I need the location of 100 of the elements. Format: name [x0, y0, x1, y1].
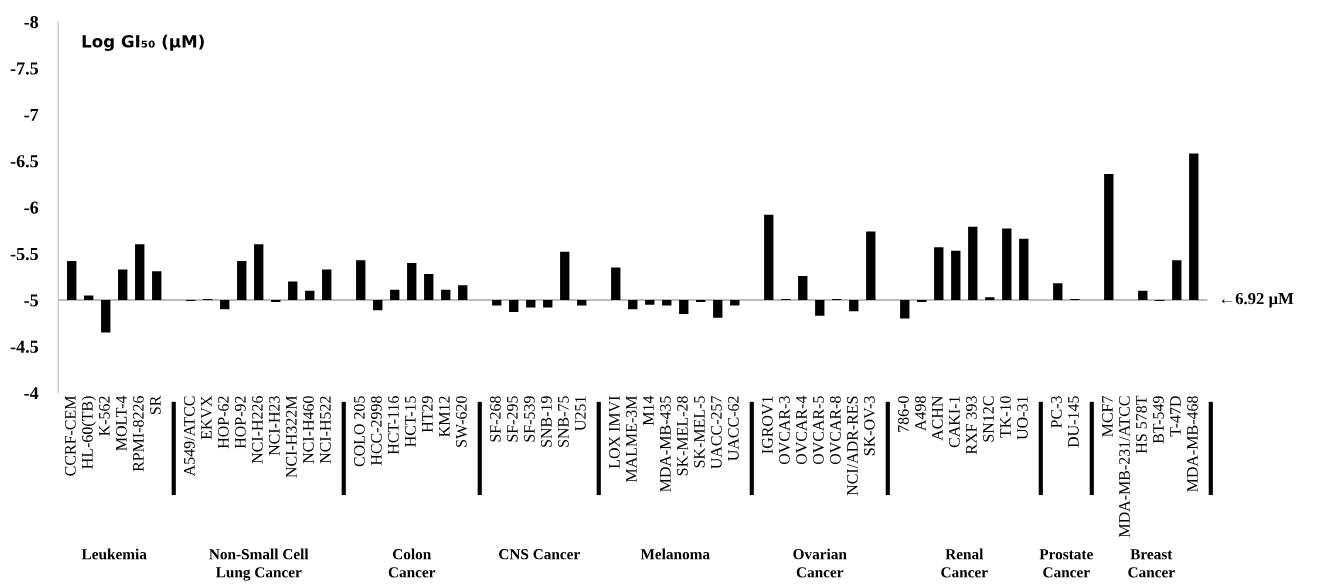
- x-tick-label: UO-31: [1017, 396, 1028, 440]
- bar: [764, 214, 774, 301]
- x-tick-label: RPMI-8226: [132, 396, 144, 472]
- bar: [1172, 260, 1182, 301]
- x-tick-label: HCT-15: [405, 396, 416, 447]
- bar: [730, 300, 740, 306]
- x-tick-label: SNB-19: [541, 396, 552, 447]
- bar: [424, 274, 434, 301]
- x-tick-label: MCF7: [1102, 396, 1113, 437]
- x-tick-label: HCT-116: [388, 396, 399, 455]
- x-tick-label: M14: [643, 395, 654, 426]
- x-tick-label: NCI-H460: [302, 396, 314, 464]
- x-tick-label: BT-549: [1153, 396, 1164, 444]
- x-tick-label: SW-620: [455, 396, 467, 447]
- bar: [305, 290, 315, 301]
- y-tick-label: -7: [24, 108, 39, 121]
- x-tick-label: SK-MEL-5: [694, 396, 705, 468]
- bar: [390, 289, 400, 301]
- x-tick-label: NCI-H23: [269, 396, 280, 456]
- y-tick-label: -5.5: [10, 248, 39, 261]
- x-tick-label: SF-268: [489, 396, 501, 442]
- x-tick-label: SF-539: [524, 396, 535, 442]
- bar: [152, 271, 162, 301]
- bar: [101, 300, 111, 333]
- x-tick-label: DU-145: [1068, 396, 1079, 448]
- bar: [407, 262, 417, 301]
- x-tick-label: LOX IMVI: [609, 396, 620, 469]
- bar: [628, 300, 638, 310]
- x-tick-label: SN12C: [983, 396, 994, 442]
- y-tick-label: -4.5: [10, 340, 39, 353]
- bar: [900, 300, 910, 319]
- x-tick-label: SF-295: [507, 396, 518, 442]
- bar: [679, 300, 689, 314]
- bar: [288, 281, 298, 301]
- bar: [356, 260, 366, 301]
- bar: [1138, 290, 1148, 301]
- ref-line-label: ←6.92 µM: [1221, 293, 1294, 308]
- x-tick-label: 786-0: [897, 396, 909, 432]
- text: Colon Cancer: [388, 548, 436, 578]
- bar: [458, 285, 468, 301]
- text: Renal Cancer: [941, 548, 988, 578]
- text: Breast Cancer: [1128, 549, 1175, 578]
- x-tick-label: RXF 393: [966, 396, 977, 455]
- y-tick-label: -6.5: [10, 155, 39, 168]
- x-tick-label: HS 578T: [1136, 395, 1147, 454]
- x-tick-label: NCI/ADR-RES: [847, 396, 858, 496]
- x-tick-label: COLO 205: [353, 396, 365, 467]
- bar: [220, 300, 230, 310]
- bar: [526, 300, 536, 308]
- text: Melanoma: [640, 548, 710, 560]
- x-tick-label: MDA-MB-468: [1187, 396, 1198, 492]
- x-tick-label: HOP-62: [218, 396, 229, 449]
- bar: [662, 300, 672, 306]
- bar: [951, 250, 961, 301]
- x-tick-label: MOLT-4: [115, 395, 127, 451]
- text: Non-Small Cell Lung Cancer: [209, 548, 309, 581]
- x-tick-label: IGROV1: [762, 396, 773, 454]
- x-tick-label: HT29: [422, 396, 433, 433]
- x-tick-label: T-47D: [1170, 396, 1181, 437]
- bar: [237, 261, 247, 301]
- x-tick-label: ACHN: [932, 395, 943, 441]
- y-tick-label: -6: [24, 201, 39, 214]
- bar: [492, 300, 502, 306]
- bar: [509, 300, 519, 313]
- x-tick-label: TK-10: [1000, 396, 1011, 438]
- bar: [1019, 238, 1029, 301]
- y-tick-label: -4: [24, 387, 39, 400]
- x-tick-label: K-562: [98, 396, 110, 436]
- bar: [373, 300, 383, 311]
- bar: [254, 244, 264, 301]
- bar: [968, 226, 978, 301]
- x-tick-label: OVCAR-8: [829, 396, 841, 465]
- bar: [560, 251, 570, 301]
- x-tick-label: CAKI-1: [949, 396, 960, 448]
- text: Prostate Cancer: [1039, 549, 1093, 578]
- text: Ovarian Cancer: [793, 548, 847, 578]
- x-tick-label: UACC-257: [711, 396, 722, 469]
- y-tick-label: -7.5: [10, 62, 39, 75]
- bar: [118, 269, 128, 301]
- bar: [1053, 283, 1063, 301]
- x-tick-label: PC-3: [1051, 396, 1062, 428]
- x-tick-label: OVCAR-4: [796, 395, 807, 465]
- bar: [543, 300, 553, 308]
- bar: [441, 289, 451, 301]
- x-tick-label: UACC-62: [728, 396, 739, 461]
- text: CNS Cancer: [499, 549, 580, 560]
- y-tick-label: -8: [24, 16, 39, 29]
- bar: [985, 297, 995, 301]
- bar: [322, 269, 332, 301]
- bar: [1189, 153, 1199, 301]
- bar: [67, 261, 77, 301]
- x-tick-label: MDA-MB-231/ATCC: [1119, 396, 1130, 538]
- x-tick-label: U251: [575, 396, 586, 431]
- bar: [1002, 228, 1012, 301]
- bar: [866, 231, 876, 301]
- x-tick-label: NCI-H522: [320, 396, 331, 464]
- x-tick-label: KM12: [439, 396, 450, 437]
- bar: [798, 275, 808, 301]
- bar: [849, 300, 859, 312]
- y-axis-title: Log GI₅₀ (µM): [82, 34, 204, 51]
